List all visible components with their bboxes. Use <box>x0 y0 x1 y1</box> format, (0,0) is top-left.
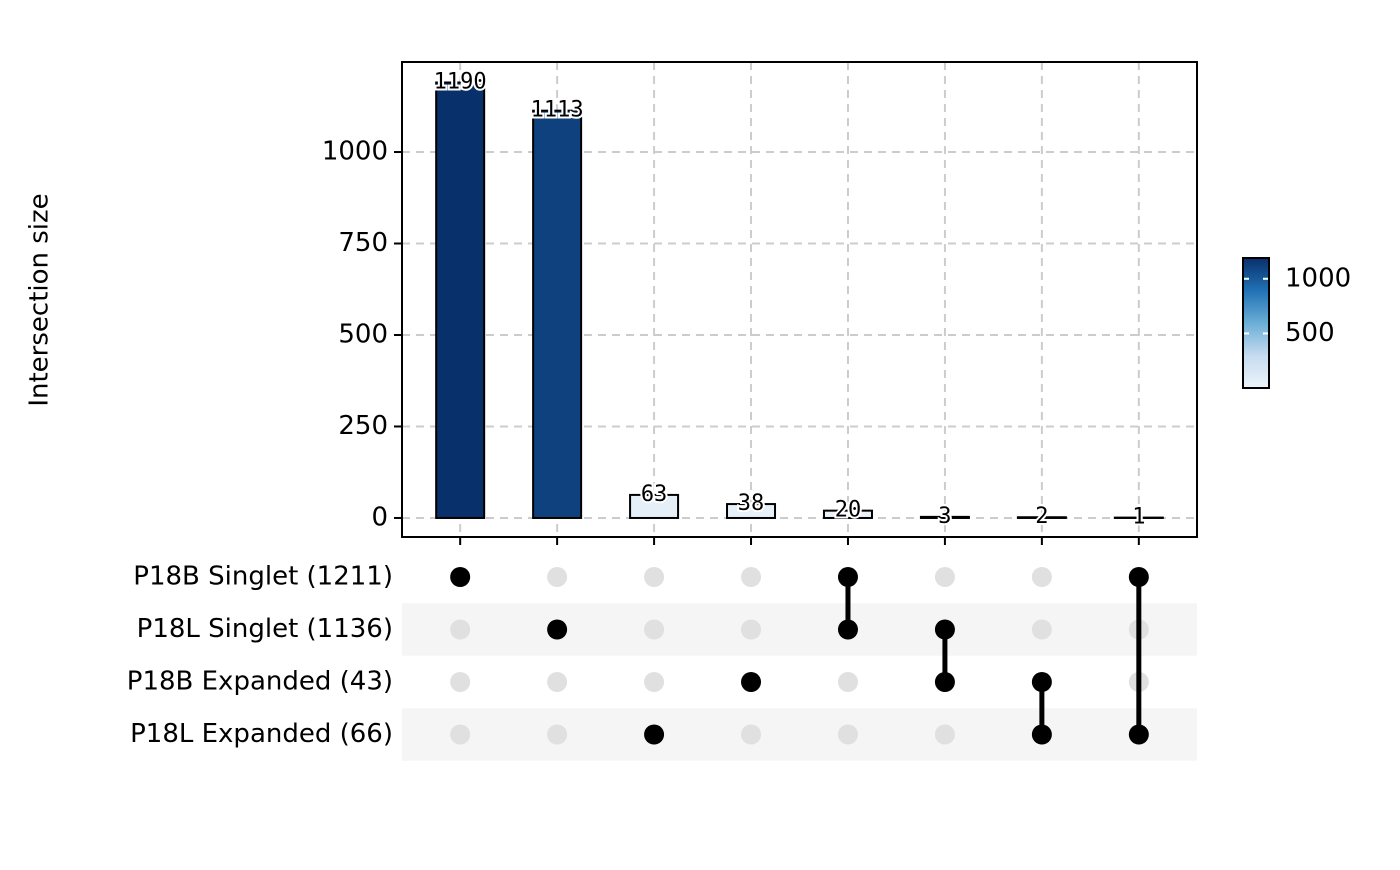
member-dot <box>1129 725 1149 745</box>
member-dot <box>935 620 955 640</box>
y-axis-label: Intersection size <box>25 193 55 406</box>
member-dot <box>838 620 858 640</box>
value-label: 1 <box>1132 505 1145 530</box>
value-label: 63 <box>641 482 668 507</box>
value-label: 2 <box>1035 504 1048 529</box>
empty-dot <box>450 620 470 640</box>
empty-dot <box>547 567 567 587</box>
set-label: P18L Singlet (1136) <box>137 614 393 644</box>
value-label: 20 <box>835 498 862 523</box>
empty-dot <box>935 567 955 587</box>
empty-dot <box>644 672 664 692</box>
member-dot <box>741 672 761 692</box>
value-label: 3 <box>938 504 951 529</box>
empty-dot <box>644 620 664 640</box>
y-tick-label: 500 <box>338 319 388 349</box>
empty-dot <box>547 725 567 745</box>
value-label: 1113 <box>531 98 584 123</box>
row-stripe <box>402 708 1197 761</box>
member-dot <box>547 620 567 640</box>
set-label: P18L Expanded (66) <box>130 719 393 749</box>
set-label: P18B Expanded (43) <box>127 667 393 697</box>
empty-dot <box>935 725 955 745</box>
member-dot <box>838 567 858 587</box>
set-label: P18B Singlet (1211) <box>133 562 393 592</box>
y-tick-label: 750 <box>338 228 388 258</box>
bar <box>436 82 484 517</box>
member-dot <box>1032 725 1052 745</box>
colorbar-tick-label: 1000 <box>1285 263 1351 293</box>
member-dot <box>644 725 664 745</box>
colorbar <box>1243 258 1269 388</box>
empty-dot <box>741 620 761 640</box>
member-dot <box>935 672 955 692</box>
plot-frame <box>402 62 1197 537</box>
empty-dot <box>1032 620 1052 640</box>
empty-dot <box>450 672 470 692</box>
member-dot <box>1129 567 1149 587</box>
empty-dot <box>644 567 664 587</box>
value-label: 38 <box>738 491 765 516</box>
y-tick-label: 250 <box>338 411 388 441</box>
bar <box>533 111 581 518</box>
member-dot <box>1032 672 1052 692</box>
row-stripe <box>402 603 1197 656</box>
colorbar-tick-label: 500 <box>1285 318 1335 348</box>
y-tick-label: 0 <box>371 502 388 532</box>
empty-dot <box>1032 567 1052 587</box>
member-dot <box>450 567 470 587</box>
empty-dot <box>547 672 567 692</box>
empty-dot <box>741 567 761 587</box>
empty-dot <box>838 672 858 692</box>
y-tick-label: 1000 <box>322 137 388 167</box>
empty-dot <box>450 725 470 745</box>
empty-dot <box>838 725 858 745</box>
empty-dot <box>741 725 761 745</box>
value-label: 1190 <box>434 69 487 94</box>
